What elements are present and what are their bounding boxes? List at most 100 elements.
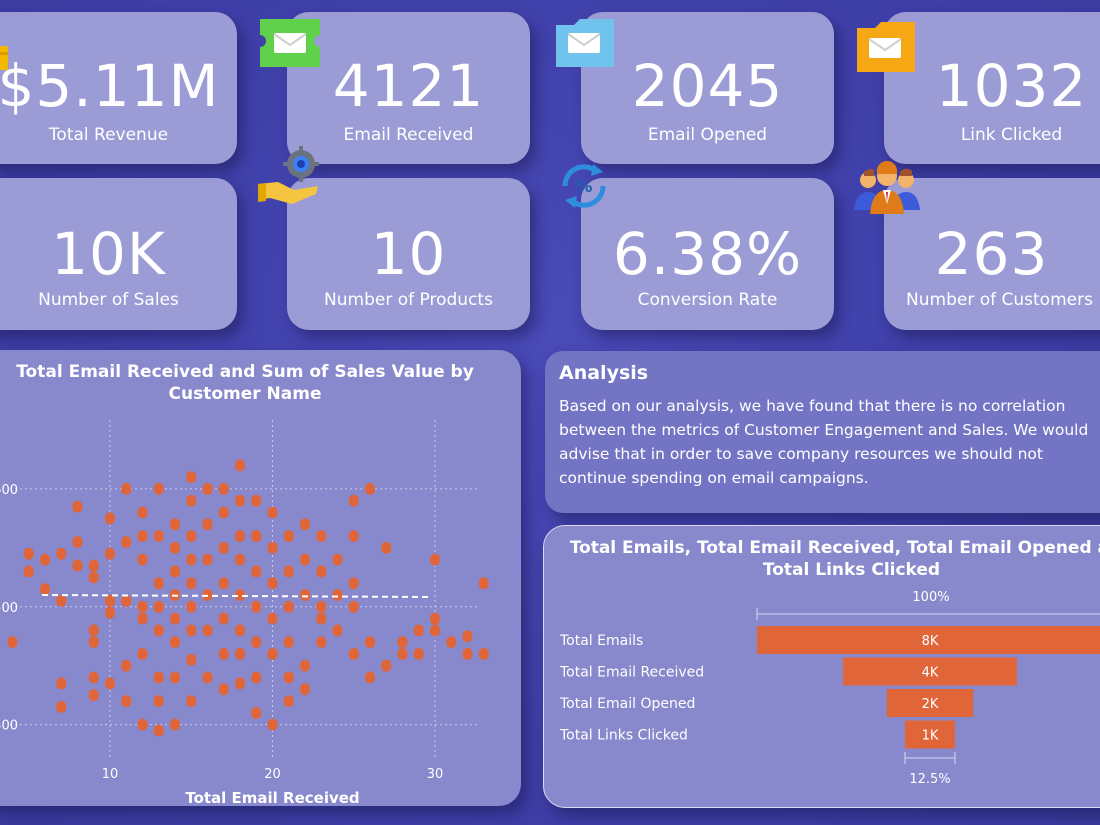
scatter-point[interactable] <box>186 530 197 543</box>
scatter-point[interactable] <box>235 553 245 566</box>
scatter-point[interactable] <box>316 636 327 649</box>
scatter-point[interactable] <box>300 659 310 672</box>
scatter-point[interactable] <box>186 600 197 613</box>
scatter-point[interactable] <box>186 653 197 666</box>
scatter-point[interactable] <box>267 612 278 625</box>
scatter-point[interactable] <box>218 612 229 625</box>
scatter-point[interactable] <box>186 695 197 708</box>
scatter-point[interactable] <box>121 695 132 708</box>
scatter-point[interactable] <box>235 589 245 601</box>
scatter-point[interactable] <box>170 636 180 649</box>
scatter-point[interactable] <box>218 541 229 554</box>
scatter-point[interactable] <box>170 718 180 731</box>
scatter-point[interactable] <box>40 583 50 596</box>
scatter-point[interactable] <box>88 624 99 637</box>
scatter-point[interactable] <box>332 553 343 566</box>
scatter-point[interactable] <box>348 647 359 660</box>
scatter-point[interactable] <box>283 530 294 543</box>
scatter-point[interactable] <box>251 671 262 684</box>
scatter-point[interactable] <box>56 594 67 607</box>
scatter-point[interactable] <box>137 612 148 625</box>
scatter-point[interactable] <box>153 724 164 737</box>
scatter-point[interactable] <box>72 559 83 572</box>
scatter-point[interactable] <box>56 547 67 560</box>
scatter-point[interactable] <box>267 577 278 590</box>
scatter-point[interactable] <box>300 683 310 696</box>
funnel-bar[interactable] <box>886 688 973 717</box>
scatter-point[interactable] <box>88 559 99 572</box>
scatter-point[interactable] <box>365 671 375 684</box>
scatter-point[interactable] <box>332 624 343 637</box>
scatter-point[interactable] <box>153 577 164 590</box>
scatter-point[interactable] <box>170 518 180 531</box>
scatter-point[interactable] <box>153 624 164 637</box>
scatter-point[interactable] <box>267 718 278 731</box>
scatter-point[interactable] <box>88 571 99 584</box>
scatter-point[interactable] <box>170 671 180 684</box>
scatter-point[interactable] <box>105 677 115 690</box>
scatter-point[interactable] <box>348 530 359 543</box>
scatter-point[interactable] <box>267 647 278 660</box>
scatter-point[interactable] <box>137 718 148 731</box>
scatter-point[interactable] <box>88 689 99 702</box>
scatter-point[interactable] <box>283 671 294 684</box>
scatter-point[interactable] <box>251 706 262 719</box>
scatter-point[interactable] <box>105 606 115 619</box>
scatter-point[interactable] <box>137 530 148 543</box>
scatter-point[interactable] <box>7 636 18 649</box>
scatter-point[interactable] <box>170 612 180 625</box>
scatter-point[interactable] <box>40 553 50 566</box>
scatter-point[interactable] <box>430 553 440 566</box>
scatter-point[interactable] <box>478 647 489 660</box>
scatter-point[interactable] <box>105 594 115 607</box>
scatter-point[interactable] <box>267 541 278 554</box>
scatter-point[interactable] <box>283 695 294 708</box>
scatter-point[interactable] <box>56 700 67 713</box>
scatter-point[interactable] <box>202 671 213 684</box>
scatter-point[interactable] <box>300 589 310 601</box>
scatter-point[interactable] <box>23 547 34 560</box>
scatter-point[interactable] <box>381 541 392 554</box>
scatter-point[interactable] <box>235 677 245 690</box>
scatter-point[interactable] <box>348 577 359 590</box>
scatter-point[interactable] <box>283 600 294 613</box>
scatter-point[interactable] <box>251 636 262 649</box>
scatter-point[interactable] <box>251 600 262 613</box>
scatter-point[interactable] <box>153 600 164 613</box>
scatter-point[interactable] <box>121 535 132 548</box>
scatter-point[interactable] <box>218 506 229 519</box>
scatter-point[interactable] <box>137 506 148 519</box>
scatter-point[interactable] <box>218 482 229 495</box>
scatter-point[interactable] <box>235 624 245 637</box>
scatter-point[interactable] <box>300 518 310 531</box>
scatter-point[interactable] <box>170 565 180 578</box>
scatter-point[interactable] <box>137 600 148 613</box>
scatter-point[interactable] <box>153 530 164 543</box>
scatter-point[interactable] <box>316 600 327 613</box>
scatter-point[interactable] <box>381 659 392 672</box>
scatter-point[interactable] <box>202 624 213 637</box>
scatter-point[interactable] <box>462 630 473 643</box>
scatter-point[interactable] <box>105 512 115 525</box>
scatter-point[interactable] <box>235 530 245 543</box>
scatter-point[interactable] <box>251 530 262 543</box>
scatter-point[interactable] <box>348 494 359 507</box>
scatter-point[interactable] <box>137 647 148 660</box>
scatter-point[interactable] <box>202 553 213 566</box>
scatter-point[interactable] <box>88 636 99 649</box>
scatter-point[interactable] <box>397 636 408 649</box>
scatter-point[interactable] <box>413 647 424 660</box>
scatter-point[interactable] <box>430 624 440 637</box>
scatter-point[interactable] <box>72 535 83 548</box>
scatter-point[interactable] <box>430 612 440 625</box>
scatter-point[interactable] <box>88 671 99 684</box>
scatter-point[interactable] <box>137 553 148 566</box>
scatter-point[interactable] <box>446 636 457 649</box>
funnel-bar[interactable] <box>904 720 955 748</box>
scatter-point[interactable] <box>121 659 132 672</box>
scatter-point[interactable] <box>202 518 213 531</box>
scatter-point[interactable] <box>186 553 197 566</box>
scatter-point[interactable] <box>186 494 197 507</box>
scatter-point[interactable] <box>186 471 197 484</box>
scatter-point[interactable] <box>202 482 213 495</box>
